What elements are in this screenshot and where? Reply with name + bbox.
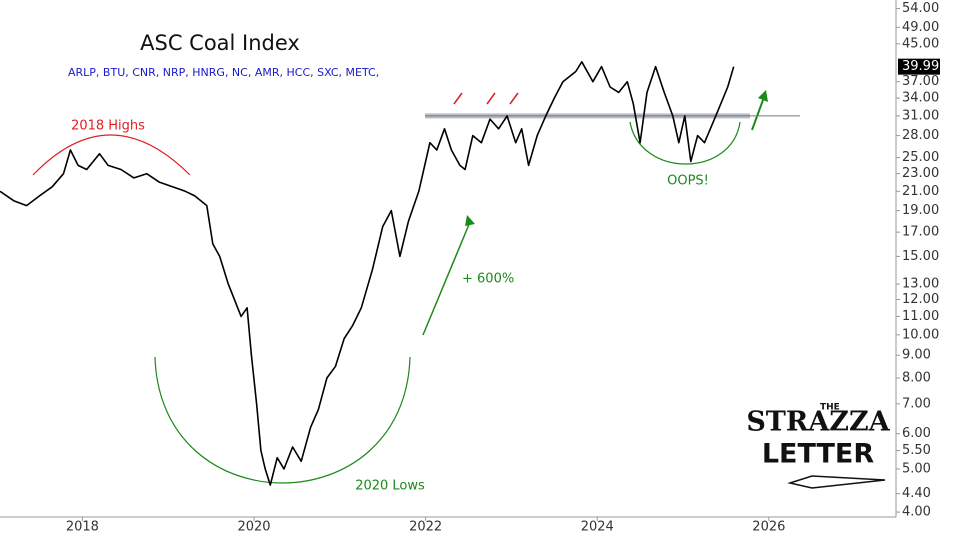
y-tick-label: 49.00 [902,20,939,35]
x-tick-label: 2022 [409,520,442,535]
y-tick-label: 25.00 [902,150,939,165]
y-tick-label: 5.50 [902,443,931,458]
chart-title: ASC Coal Index [140,31,300,55]
red-arrows [453,92,519,105]
red-arrow [509,92,519,105]
y-tick-label: 4.00 [902,505,931,520]
y-tick-label: 23.00 [902,166,939,181]
y-tick-label: 37.00 [902,74,939,89]
lows-label: 2020 Lows [355,479,425,494]
oops-arc [629,121,741,165]
y-tick-label: 21.00 [902,184,939,199]
y-tick-label: 9.00 [902,348,931,363]
x-tick-label: 2020 [237,520,270,535]
y-tick-label: 13.00 [902,277,939,292]
logo-text: STRAZZA [746,407,890,438]
highs-arc [32,134,191,176]
logo-pen [787,475,886,489]
y-tick-label: 4.40 [902,486,931,501]
highs-label: 2018 Highs [71,119,145,134]
y-tick-label: 7.00 [902,396,931,411]
y-tick-label: 15.00 [902,249,939,264]
logo-text: LETTER [762,439,875,470]
last-value-label: 39.99 [902,59,939,74]
logo: THE STRAZZA LETTER [746,403,891,489]
gain-arrow [422,221,471,336]
y-tick-label: 11.00 [902,309,939,324]
gain-arrowhead [465,215,475,226]
x-tick-label: 2018 [66,520,99,535]
x-tick-label: 2024 [581,520,614,535]
up-arrow [751,99,764,131]
y-tick-label: 12.00 [902,292,939,307]
y-tick-label: 10.00 [902,327,939,342]
y-tick-label: 45.00 [902,36,939,51]
y-tick-label: 54.00 [902,1,939,16]
lows-arc [154,356,411,484]
up-arrowhead [758,90,768,102]
y-tick-label: 6.00 [902,426,931,441]
y-tick-label: 31.00 [902,108,939,123]
y-tick-label: 5.00 [902,461,931,476]
red-arrow [453,92,463,105]
chart-subtitle: ARLP, BTU, CNR, NRP, HNRG, NC, AMR, HCC,… [68,66,379,79]
y-tick-label: 28.00 [902,128,939,143]
last-value-badge [898,58,940,75]
y-tick-label: 8.00 [902,370,931,385]
x-tick-label: 2026 [752,520,785,535]
y-tick-label: 19.00 [902,203,939,218]
price-line [0,61,735,486]
oops-label: OOPS! [667,174,709,189]
gain-label: + 600% [462,272,514,287]
y-tick-label: 17.00 [902,225,939,240]
logo-text: THE [820,403,840,413]
red-arrow [486,92,496,105]
y-tick-label: 34.00 [902,91,939,106]
